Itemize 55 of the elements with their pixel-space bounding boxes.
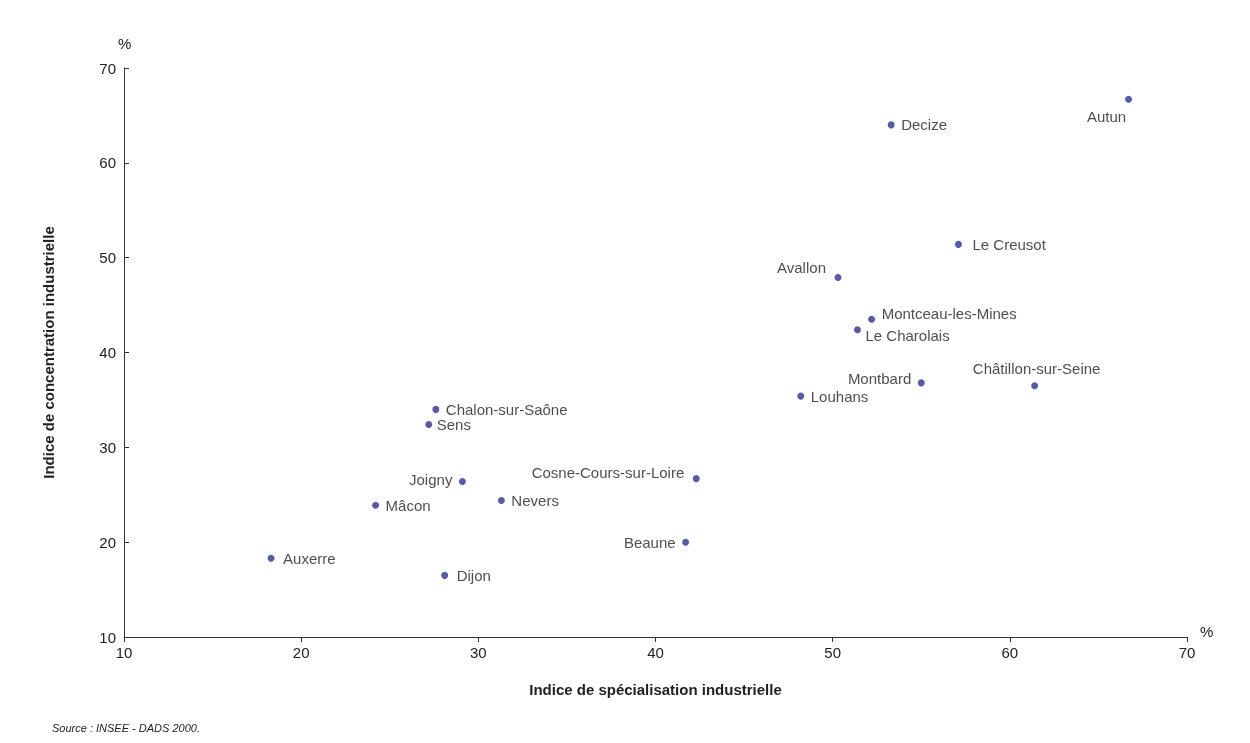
annotation: Cosne-Cours-sur-Loire — [531, 464, 685, 482]
y-tick-label: 20 — [99, 533, 116, 551]
annotation: Autun — [1086, 108, 1127, 126]
annotation: Montceau-les-Mines — [881, 304, 1017, 322]
annotation: Mâcon — [385, 496, 431, 514]
point — [372, 501, 380, 509]
y-tick-label: 70 — [99, 59, 116, 77]
y-tick-label: 60 — [99, 154, 116, 172]
y-tick-label: 50 — [99, 249, 116, 267]
x-tick-label: 10 — [115, 644, 133, 661]
text: % — [1200, 623, 1214, 640]
point — [267, 554, 275, 562]
point — [692, 475, 700, 483]
annotation: Beaune — [623, 533, 676, 551]
y-tick-label: 40 — [99, 344, 116, 361]
point — [425, 421, 433, 429]
annotation: Sens — [436, 416, 471, 434]
annotation: Auxerre — [283, 549, 336, 567]
annotation: Nevers — [511, 491, 559, 509]
x-axis-title: Indice de spécialisation industrielle — [529, 681, 782, 698]
point — [917, 379, 925, 387]
annotation: Decize — [901, 116, 947, 134]
annotation: Avallon — [777, 259, 826, 277]
annotation: Montbard — [847, 370, 912, 388]
point — [682, 538, 690, 546]
annotation: Le Charolais — [865, 327, 950, 345]
point — [497, 496, 505, 504]
x-tick-label: 60 — [1001, 644, 1019, 661]
annotation: Dijon — [456, 566, 491, 584]
x-tick-label: 50 — [824, 644, 842, 661]
text: % — [118, 35, 132, 52]
point — [458, 477, 466, 485]
y-tick-label: 30 — [99, 438, 116, 456]
point — [954, 240, 962, 248]
y-axis-title: Indice de concentration industrielle — [40, 226, 57, 479]
x-tick-label: 40 — [647, 644, 664, 661]
annotation: Louhans — [810, 387, 869, 405]
annotation: Joigny — [409, 470, 453, 488]
annotation: Châtillon-sur-Seine — [972, 359, 1101, 377]
point — [887, 121, 895, 129]
annotation: Chalon-sur-Saône — [445, 400, 568, 418]
point — [797, 392, 805, 400]
point — [1125, 95, 1133, 103]
point — [432, 405, 440, 413]
point — [441, 571, 449, 579]
point — [868, 315, 876, 323]
point — [1031, 382, 1039, 390]
x-tick-label: 20 — [292, 644, 310, 661]
source-note: Source : INSEE - DADS 2000. — [52, 721, 200, 734]
y-tick-label: 10 — [99, 628, 116, 646]
x-tick-label: 30 — [469, 644, 487, 661]
x-tick-label: 70 — [1178, 644, 1196, 661]
point — [834, 274, 842, 282]
annotation: Le Creusot — [972, 235, 1047, 253]
point — [853, 326, 861, 334]
